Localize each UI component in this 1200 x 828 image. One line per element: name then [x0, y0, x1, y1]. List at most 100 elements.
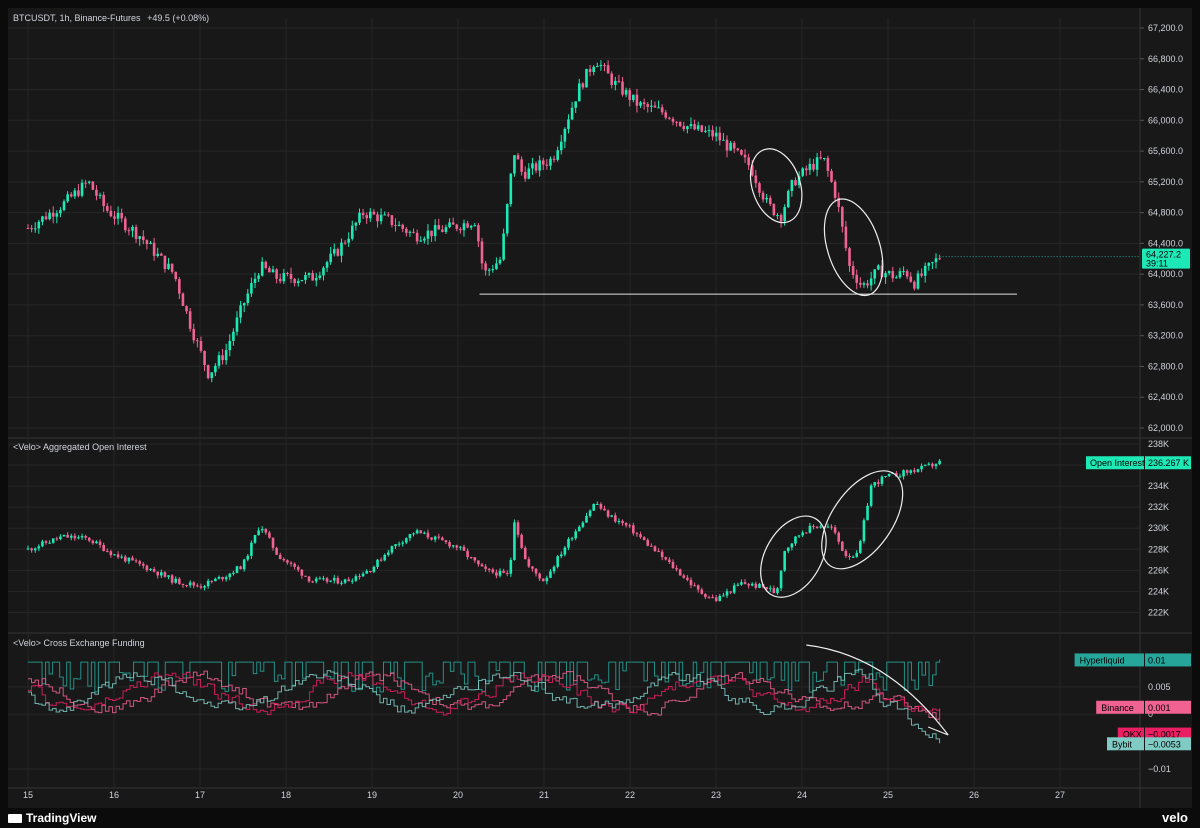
oi-body [286, 560, 289, 563]
funding-pane-title[interactable]: <Velo> Cross Exchange Funding [13, 638, 145, 648]
oi-body [156, 571, 160, 576]
oi-body [84, 536, 87, 538]
oi-body [577, 526, 581, 532]
price-candle [30, 225, 33, 233]
price-body [855, 274, 859, 283]
oi-body [632, 525, 635, 534]
price-body [909, 276, 913, 282]
oi-candle [33, 547, 37, 553]
oi-body [484, 566, 487, 569]
price-body [869, 278, 873, 286]
oi-body [531, 566, 534, 569]
price-body [736, 148, 740, 151]
price-candle [433, 219, 437, 242]
symbol-header[interactable]: BTCUSDT, 1h, Binance-Futures +49.5 (+0.0… [13, 13, 209, 23]
price-candle [588, 65, 592, 77]
price-candle [657, 100, 660, 109]
price-candle [318, 271, 322, 280]
price-candle [718, 126, 722, 146]
oi-candle [855, 550, 859, 558]
oi-pane-title[interactable]: <Velo> Aggregated Open Interest [13, 442, 147, 452]
price-candle [314, 272, 318, 287]
oi-body [491, 569, 495, 573]
price-body [714, 132, 718, 137]
price-body [167, 263, 170, 269]
oi-candle [361, 571, 365, 577]
price-body [877, 265, 880, 270]
oi-body [678, 569, 682, 576]
oi-body [617, 520, 621, 522]
funding-tag-value-text: 0.001 [1148, 703, 1171, 713]
oi-body [232, 572, 235, 574]
oi-candle [167, 575, 170, 580]
price-body [156, 253, 160, 256]
oi-candle [541, 578, 545, 582]
y-tick-label: −0.01 [1148, 764, 1171, 774]
oi-candle [848, 553, 851, 560]
oi-body [477, 560, 480, 565]
oi-candle [786, 547, 790, 554]
oi-candle [617, 518, 621, 525]
x-tick-label: 15 [23, 790, 33, 800]
price-body [372, 211, 376, 215]
oi-body [545, 577, 549, 582]
oi-candle [498, 568, 502, 578]
price-body [59, 210, 62, 214]
oi-body [851, 556, 855, 558]
oi-body [387, 552, 390, 555]
price-candle [812, 158, 815, 172]
y-tick-label: 232K [1148, 502, 1169, 512]
oi-body [134, 560, 138, 562]
price-candle [113, 210, 116, 225]
price-body [859, 282, 862, 285]
oi-candle [120, 554, 123, 559]
oi-candle [419, 530, 423, 534]
price-body [69, 194, 73, 197]
oi-candle [815, 525, 819, 529]
price-candle [862, 281, 866, 288]
price-body [271, 269, 275, 273]
price-body [794, 180, 797, 186]
oi-body [300, 569, 304, 576]
oi-candle [869, 483, 873, 508]
price-candle [217, 351, 221, 369]
price-candle [689, 117, 693, 129]
y-tick-label: 238K [1148, 439, 1169, 449]
oi-body [704, 593, 707, 598]
price-candle [98, 192, 102, 199]
price-body [923, 265, 927, 276]
y-tick-label: 230K [1148, 523, 1169, 533]
oi-candle [145, 564, 149, 573]
oi-body [48, 542, 51, 544]
price-candle [246, 289, 250, 306]
y-tick-label: 62,800.0 [1148, 361, 1183, 371]
oi-body [794, 536, 797, 544]
oi-candle [307, 575, 311, 583]
oi-candle [415, 528, 419, 535]
price-body [214, 365, 217, 373]
chart-area[interactable]: 15 16 17 18 19 20 21 22 23 24 25 26 27 67,200.0 66,800… [8, 8, 1192, 808]
price-body [477, 225, 480, 242]
oi-body [765, 587, 768, 589]
price-candle [415, 229, 419, 245]
chart-canvas[interactable]: 15 16 17 18 19 20 21 22 23 24 25 26 27 67,200.0 66,800… [8, 8, 1192, 808]
price-candle [181, 292, 185, 306]
oi-label-text: Open Interest [1090, 458, 1145, 468]
oi-body [325, 578, 329, 582]
oi-value-text: 236.267 K [1148, 458, 1189, 468]
oi-candle [296, 565, 300, 572]
funding-tag-label-bybit [1107, 737, 1144, 751]
oi-candle [502, 568, 505, 574]
oi-candle [95, 540, 98, 544]
price-body [250, 283, 253, 294]
price-body [786, 191, 790, 208]
oi-candle [819, 524, 822, 529]
price-candle [199, 336, 203, 353]
oi-candle [289, 561, 293, 567]
oi-candle [880, 475, 884, 487]
oi-body [848, 556, 851, 558]
oi-candle [646, 538, 650, 547]
price-candle [239, 300, 242, 324]
oi-candle [570, 536, 574, 542]
oi-body [621, 520, 624, 524]
